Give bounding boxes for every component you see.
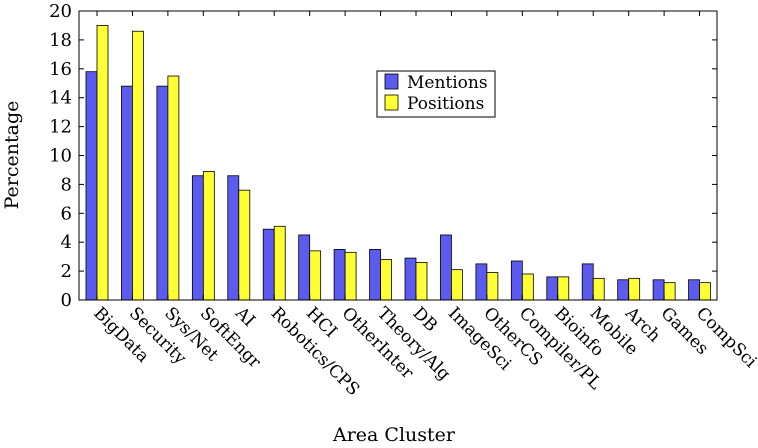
y-tick-label: 18: [49, 30, 72, 51]
bar-mentions: [156, 85, 169, 301]
y-axis: 0 2 4 6 8 10 12 14 16 18 20: [49, 1, 717, 311]
bar-positions: [699, 282, 711, 301]
bar-positions: [592, 277, 605, 301]
bar-mentions: [546, 276, 559, 301]
bar-mentions: [333, 249, 346, 301]
y-tick-label: 0: [61, 290, 72, 311]
bar-mentions: [262, 228, 275, 301]
bar-positions: [557, 276, 570, 301]
bar-mentions: [404, 257, 417, 301]
legend-label: Positions: [407, 94, 484, 114]
bar-positions: [238, 189, 251, 301]
y-tick-label: 14: [49, 88, 72, 109]
bar-mentions: [688, 279, 700, 301]
y-tick-label: 4: [61, 232, 72, 253]
bar-positions: [167, 75, 180, 301]
bar-positions: [273, 225, 286, 301]
bar-positions: [486, 272, 499, 301]
bars-layer: [85, 25, 711, 301]
legend-swatch: [384, 73, 399, 90]
bar-mentions: [121, 85, 133, 301]
bar-positions: [132, 30, 144, 301]
bar-positions: [96, 25, 109, 301]
bar-mentions: [510, 260, 523, 301]
bar-mentions: [298, 234, 311, 301]
legend-label: Mentions: [407, 73, 488, 93]
y-tick-label: 6: [61, 203, 72, 224]
bar-positions: [521, 273, 534, 301]
bar-mentions: [369, 249, 381, 301]
bar-positions: [663, 282, 676, 301]
y-tick-label: 12: [49, 117, 72, 138]
y-tick-label: 2: [61, 261, 72, 282]
legend-swatch: [384, 94, 399, 111]
y-axis-label: Percentage: [1, 101, 23, 210]
bar-positions: [628, 277, 641, 301]
x-axis-label: Area Cluster: [332, 424, 456, 443]
bar-positions: [202, 170, 215, 301]
y-tick-label: 10: [49, 146, 72, 167]
y-tick-label: 16: [49, 59, 72, 80]
bar-positions: [344, 251, 357, 301]
bar-positions: [451, 269, 463, 301]
bar-positions: [380, 259, 392, 301]
bar-mentions: [440, 234, 452, 301]
bar-mentions: [617, 279, 630, 301]
bar-positions: [309, 250, 322, 301]
bar-positions: [415, 262, 428, 301]
bar-mentions: [652, 279, 665, 301]
bar-mentions: [581, 263, 594, 301]
bar-mentions: [475, 263, 488, 301]
y-tick-label: 8: [61, 174, 72, 195]
y-tick-label: 20: [49, 1, 72, 22]
x-tick-label: AI: [231, 303, 259, 331]
bar-mentions: [85, 71, 98, 301]
bar-mentions: [227, 175, 240, 301]
bar-mentions: [191, 175, 204, 301]
